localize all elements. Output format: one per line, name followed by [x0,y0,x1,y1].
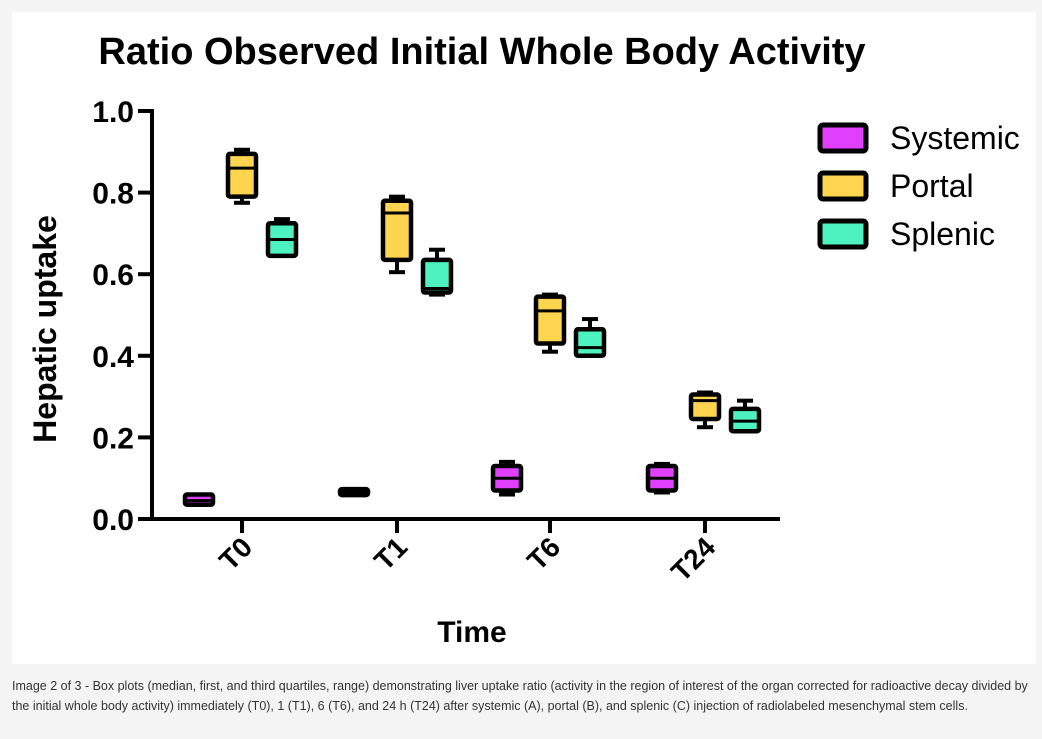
box-splenic-t24 [728,398,762,434]
box-iqr [573,327,607,359]
box-portal-t1 [380,194,414,275]
box-iqr [688,392,722,422]
y-tick-label: 0.0 [92,504,134,537]
legend-label: Systemic [890,120,1020,156]
box-plot-chart: Ratio Observed Initial Whole Body Activi… [27,31,1020,649]
x-tick-label: T0 [213,531,258,576]
figure-caption: Image 2 of 3 - Box plots (median, first,… [12,679,1028,713]
box-iqr [533,294,567,346]
box-splenic-t6 [573,317,607,359]
box-systemic-t1 [337,486,371,498]
legend-swatch [817,170,869,202]
box-iqr [380,198,414,263]
legend-label: Portal [890,168,974,204]
figure-panel: Ratio Observed Initial Whole Body Activi… [12,12,1036,664]
box-systemic-t24 [645,461,679,495]
legend-item-portal: Portal [817,168,974,204]
y-tick-label: 1.0 [92,96,134,129]
box-iqr [420,257,454,295]
legend-item-splenic: Splenic [817,216,995,252]
box-splenic-t0 [265,217,299,259]
x-axis-label: Time [437,616,506,649]
legend-swatch [817,218,869,250]
box-iqr [225,151,259,199]
box-systemic-t6 [490,459,524,497]
y-tick-label: 0.8 [92,178,134,211]
box-portal-t6 [533,292,567,354]
box-splenic-t1 [420,247,454,297]
y-tick-label: 0.2 [92,422,134,455]
x-tick-label: T6 [521,531,566,576]
box-systemic-t0 [182,492,216,507]
y-tick-label: 0.4 [92,341,134,374]
box-portal-t0 [225,147,259,205]
legend-label: Splenic [890,216,995,252]
legend-swatch [817,122,869,154]
y-tick-label: 0.6 [92,259,134,292]
x-tick-label: T24 [665,531,721,587]
chart-title: Ratio Observed Initial Whole Body Activi… [98,31,865,73]
x-tick-label: T1 [368,531,413,576]
y-axis-label: Hepatic uptake [27,215,63,443]
box-portal-t24 [688,390,722,430]
legend-item-systemic: Systemic [817,120,1020,156]
